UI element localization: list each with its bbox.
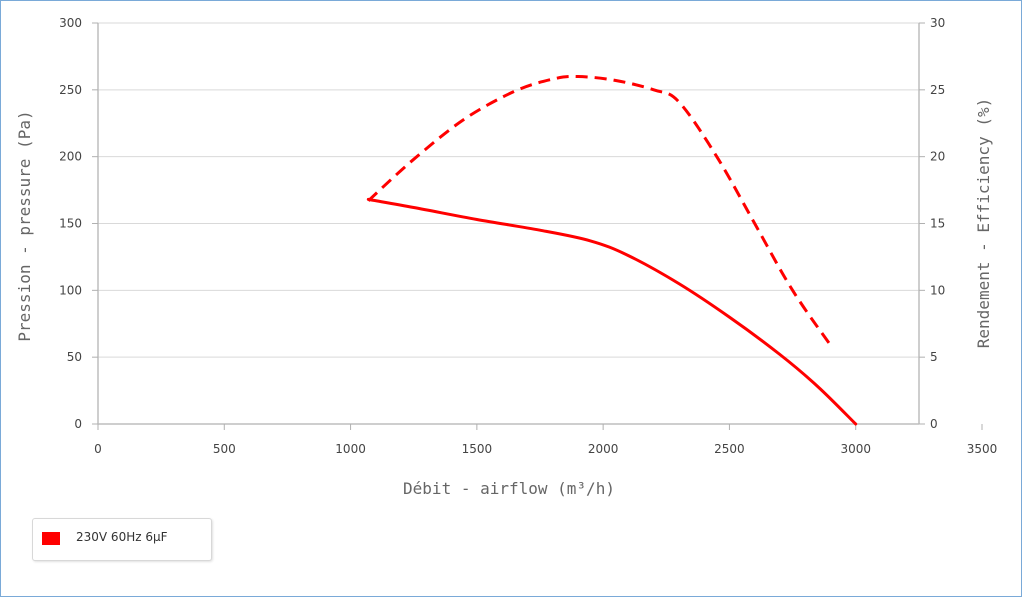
- x-tick-label: 1000: [335, 442, 366, 456]
- left-y-axis-ticks: 0 50 100 150 200 250 300: [59, 16, 98, 431]
- x-tick-label: 3500: [967, 442, 998, 456]
- left-tick-label: 50: [67, 350, 82, 364]
- x-tick-label: 1500: [462, 442, 493, 456]
- efficiency-curve: [367, 74, 832, 346]
- x-axis-ticks: 0 500 1000 1500 2000 2500 3000 3500: [94, 424, 997, 456]
- right-tick-label: 5: [930, 350, 938, 364]
- right-tick-label: 0: [930, 417, 938, 431]
- left-tick-label: 300: [59, 16, 82, 30]
- right-tick-label: 30: [930, 16, 945, 30]
- x-tick-label: 0: [94, 442, 102, 456]
- left-tick-label: 250: [59, 83, 82, 97]
- left-tick-label: 200: [59, 150, 82, 164]
- left-tick-label: 150: [59, 217, 82, 231]
- x-tick-label: 2500: [714, 442, 745, 456]
- x-tick-label: 2000: [588, 442, 619, 456]
- right-y-axis-title: Rendement - Efficiency (%): [974, 98, 993, 348]
- x-axis-title: Débit - airflow (m³/h): [403, 479, 615, 498]
- left-tick-label: 0: [74, 417, 82, 431]
- x-tick-label: 500: [213, 442, 236, 456]
- gridlines: [98, 22, 919, 358]
- right-tick-label: 15: [930, 217, 945, 231]
- right-tick-label: 20: [930, 150, 945, 164]
- left-y-axis-title: Pression - pressure (Pa): [15, 110, 34, 341]
- chart-legend[interactable]: 230V 60Hz 6µF: [32, 518, 212, 561]
- pressure-curve: [366, 197, 858, 426]
- x-tick-label: 3000: [840, 442, 871, 456]
- right-tick-label: 25: [930, 83, 945, 97]
- series-lines: [366, 74, 858, 426]
- right-y-axis-ticks: 0 5 10 15 20 25 30: [919, 16, 945, 431]
- right-tick-label: 10: [930, 283, 945, 297]
- left-tick-label: 100: [59, 283, 82, 297]
- legend-swatch: [42, 532, 60, 545]
- legend-label[interactable]: 230V 60Hz 6µF: [76, 530, 168, 544]
